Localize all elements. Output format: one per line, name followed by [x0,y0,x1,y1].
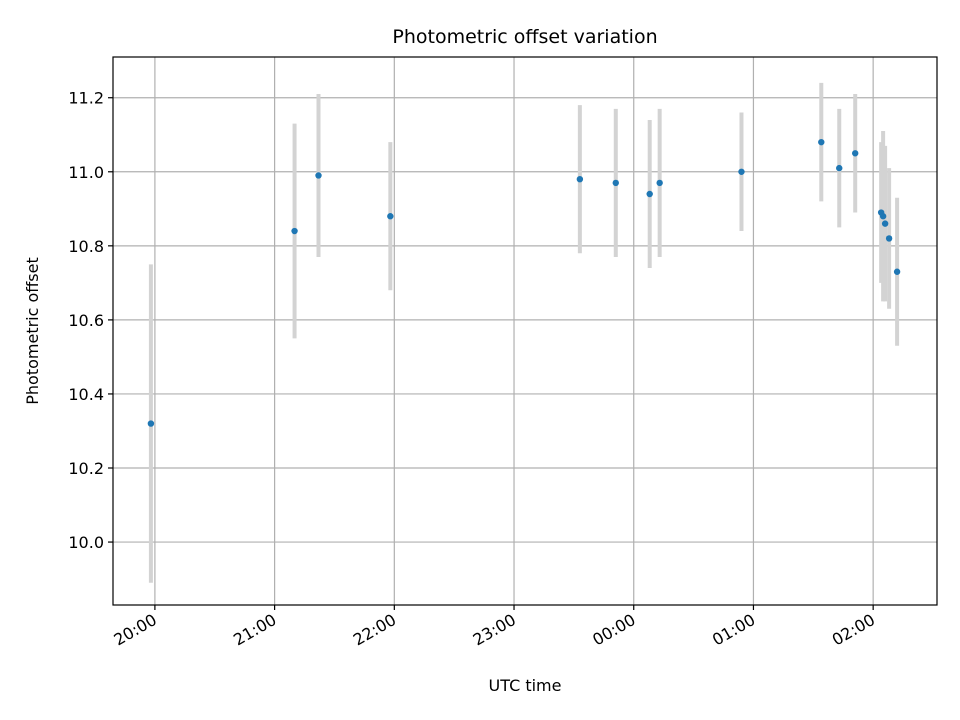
y-axis-label: Photometric offset [23,257,42,405]
data-point [646,190,653,198]
chart-title: Photometric offset variation [392,26,657,48]
data-point [881,220,889,227]
x-tick-label: 21:00 [230,610,279,650]
data-point [851,150,859,157]
x-tick-label: 00:00 [589,610,638,650]
data-point [818,138,825,146]
x-tick-label: 22:00 [350,610,399,650]
data-point [893,268,901,275]
y-tick-label: 10.2 [68,459,104,478]
x-tick-label: 20:00 [110,610,159,650]
x-tick-label: 02:00 [829,610,878,650]
data-points [147,138,901,427]
data-point [315,172,322,179]
x-tick-label: 23:00 [470,610,519,650]
data-point [836,164,843,172]
y-tick-label: 10.8 [68,237,104,256]
data-point [387,213,394,220]
y-tick-label: 11.2 [68,89,104,108]
grid-lines [113,57,937,605]
data-point [656,179,663,187]
data-point [612,179,619,187]
y-tick-label: 11.0 [68,163,104,182]
plot-background [113,57,937,605]
x-tick-label: 01:00 [709,610,758,650]
data-point [885,235,893,242]
y-tick-label: 10.0 [68,533,104,552]
data-point [738,168,745,175]
y-tick-label: 10.4 [68,385,104,404]
x-axis-label: UTC time [489,676,562,695]
data-point [147,420,155,427]
data-point [576,175,584,183]
x-axis-ticks: 20:00 21:00 22:00 23:00 00:00 01:00 02:00 [110,605,878,650]
plot-frame [112,56,938,606]
data-point [879,213,887,220]
y-axis-ticks: 10.0 10.2 10.4 10.6 10.8 11.0 11.2 [68,89,113,552]
data-point [291,227,298,235]
y-tick-label: 10.6 [68,311,104,330]
